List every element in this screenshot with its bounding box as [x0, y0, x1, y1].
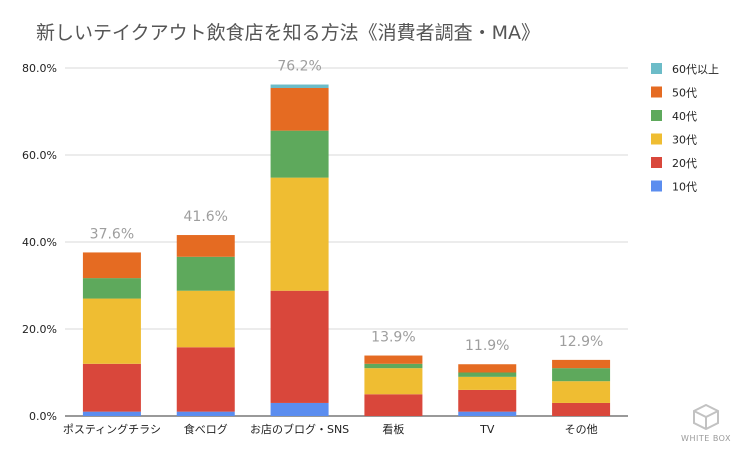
bar-segment [364, 394, 423, 416]
legend-swatch [651, 157, 662, 168]
bar-segment [364, 368, 423, 395]
bar-segment [82, 298, 141, 364]
y-tick-label: 40.0% [22, 236, 57, 249]
bar-segment [458, 376, 517, 390]
legend-label: 20代 [672, 157, 697, 170]
x-tick-label: ポスティングチラシ [63, 422, 161, 436]
total-labels: 37.6% 41.6% 76.2% 13.9% 11.9% 12.9% [90, 59, 604, 355]
total-label: 76.2% [277, 59, 321, 75]
y-tick-label: 80.0% [22, 62, 57, 75]
bar-segment [176, 256, 235, 291]
bar-segment [82, 363, 141, 412]
legend-swatch [651, 86, 662, 98]
bar-segment [270, 84, 329, 89]
legend-swatch [651, 180, 662, 192]
legend-label: 40代 [672, 110, 697, 123]
bar-segment [82, 278, 141, 299]
legend-swatch [651, 63, 662, 74]
bar-segment [364, 363, 423, 369]
bar-segment [458, 389, 517, 412]
x-tick-label: 看板 [382, 422, 404, 436]
total-label: 11.9% [465, 338, 509, 354]
bar-segment [270, 88, 329, 131]
x-tick-label: お店のブログ・SNS [250, 422, 349, 436]
bar-segment [364, 355, 423, 364]
bar-segment [270, 290, 329, 403]
bar-segment [270, 402, 329, 416]
total-label: 37.6% [90, 226, 134, 242]
bar-segment [176, 290, 235, 348]
x-tick-label: TV [479, 423, 495, 436]
bar-segment [176, 235, 235, 257]
x-tick-label: その他 [565, 423, 598, 436]
bar-segment [552, 402, 611, 416]
chart-title: 新しいテイクアウト飲食店を知る方法《消費者調査・MA》 [36, 22, 541, 44]
legend-label: 30代 [672, 134, 697, 147]
y-axis: 0.0% 20.0% 40.0% 60.0% 80.0% [22, 62, 57, 423]
bars [82, 84, 611, 416]
legend-label: 60代以上 [672, 63, 719, 76]
y-tick-label: 60.0% [22, 149, 57, 162]
bar-segment [552, 381, 611, 403]
total-label: 12.9% [559, 334, 603, 350]
y-tick-label: 0.0% [29, 410, 57, 423]
gridlines [65, 67, 628, 417]
bar-segment [82, 411, 141, 416]
x-tick-label: 食べログ [184, 422, 228, 436]
total-label: 41.6% [184, 209, 228, 225]
y-tick-label: 20.0% [22, 323, 57, 336]
x-axis: ポスティングチラシ 食べログ お店のブログ・SNS 看板 TV その他 [63, 422, 598, 436]
white-box-logo: WHITE BOX [676, 403, 736, 443]
bar-segment [458, 372, 517, 377]
legend-label: 10代 [672, 181, 697, 194]
white-box-logo-icon [693, 403, 719, 431]
bar-segment [552, 368, 611, 382]
bar-segment [82, 252, 141, 279]
legend: 60代以上 50代 40代 30代 20代 10代 [651, 63, 719, 194]
logo-text: WHITE BOX [681, 434, 731, 443]
bar-segment [552, 359, 611, 369]
legend-swatch [651, 110, 662, 121]
legend-swatch [651, 133, 662, 145]
bar-segment [458, 411, 517, 416]
bar-segment [270, 130, 329, 178]
bar-segment [270, 177, 329, 291]
bar-segment [176, 347, 235, 412]
total-label: 13.9% [371, 330, 415, 346]
bar-segment [176, 411, 235, 416]
legend-label: 50代 [672, 87, 697, 100]
bar-segment [458, 364, 517, 373]
